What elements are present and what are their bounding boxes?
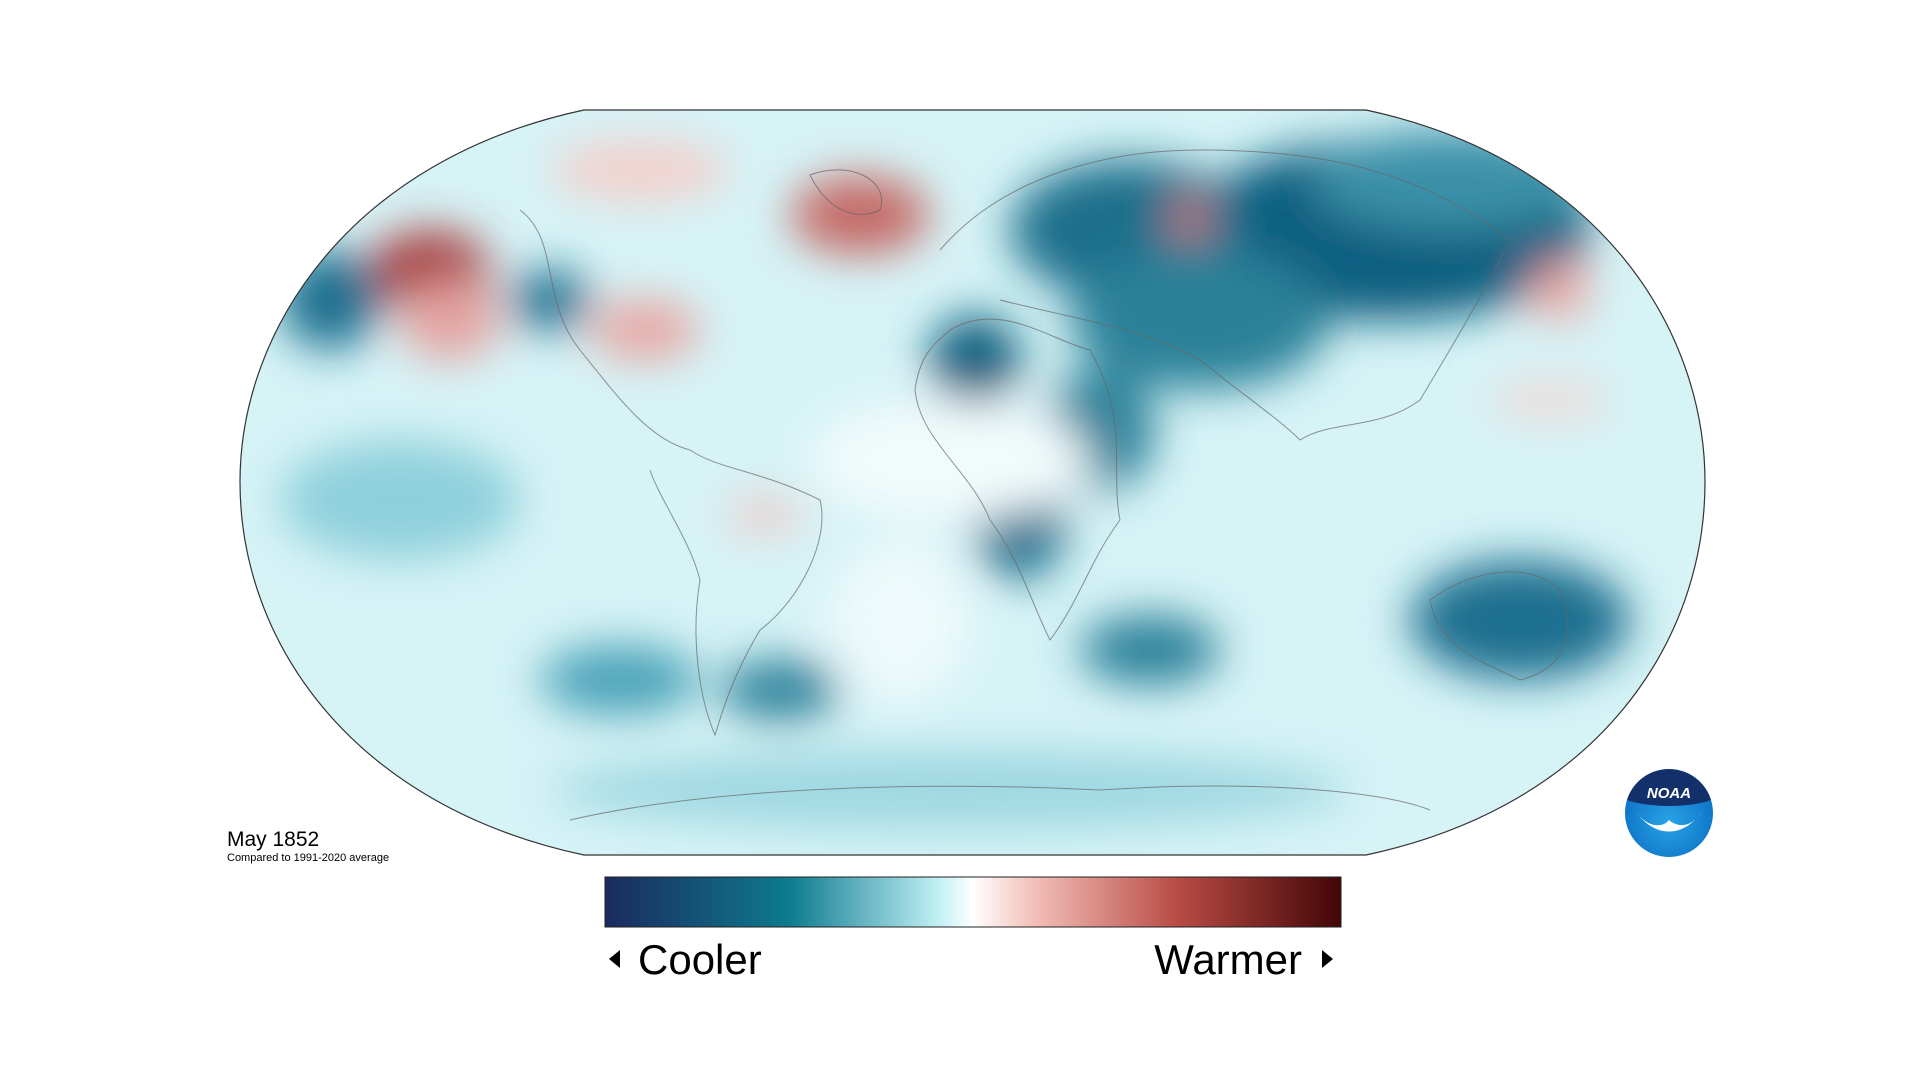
logo-gull [1636, 812, 1702, 832]
anomaly-field [240, 110, 1705, 855]
map-outline [239, 109, 1706, 856]
map-subtitle: Compared to 1991-2020 average [227, 852, 389, 864]
coastlines [519, 149, 1569, 821]
left-arrow [609, 950, 620, 968]
anomaly-blobs [280, 130, 1630, 830]
color-scale [604, 876, 1342, 928]
right-arrow [1322, 950, 1333, 968]
legend-high-label: Warmer [1154, 936, 1302, 983]
map-title: May 1852 [227, 828, 319, 851]
legend-low-label: Cooler [638, 936, 762, 983]
logo-top [1627, 769, 1711, 806]
logo-text: NOAA [1647, 785, 1691, 802]
noaa-logo: NOAA [1625, 769, 1713, 857]
